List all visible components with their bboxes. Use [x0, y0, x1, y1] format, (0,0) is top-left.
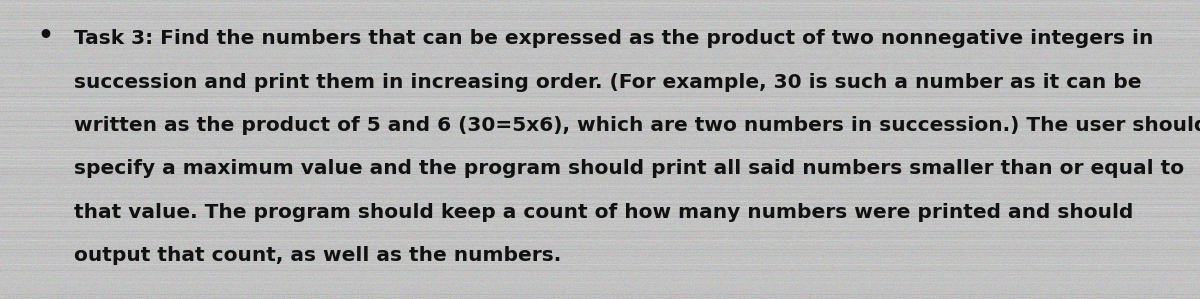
Text: succession and print them in increasing order. (For example, 30 is such a number: succession and print them in increasing … [74, 73, 1142, 92]
Text: •: • [37, 24, 54, 48]
Text: written as the product of 5 and 6 (30=5x6), which are two numbers in succession.: written as the product of 5 and 6 (30=5x… [74, 116, 1200, 135]
Text: specify a maximum value and the program should print all said numbers smaller th: specify a maximum value and the program … [74, 159, 1184, 179]
Text: that value. The program should keep a count of how many numbers were printed and: that value. The program should keep a co… [74, 203, 1134, 222]
Text: Task 3: Find the numbers that can be expressed as the product of two nonnegative: Task 3: Find the numbers that can be exp… [74, 29, 1153, 48]
Text: output that count, as well as the numbers.: output that count, as well as the number… [74, 246, 562, 265]
